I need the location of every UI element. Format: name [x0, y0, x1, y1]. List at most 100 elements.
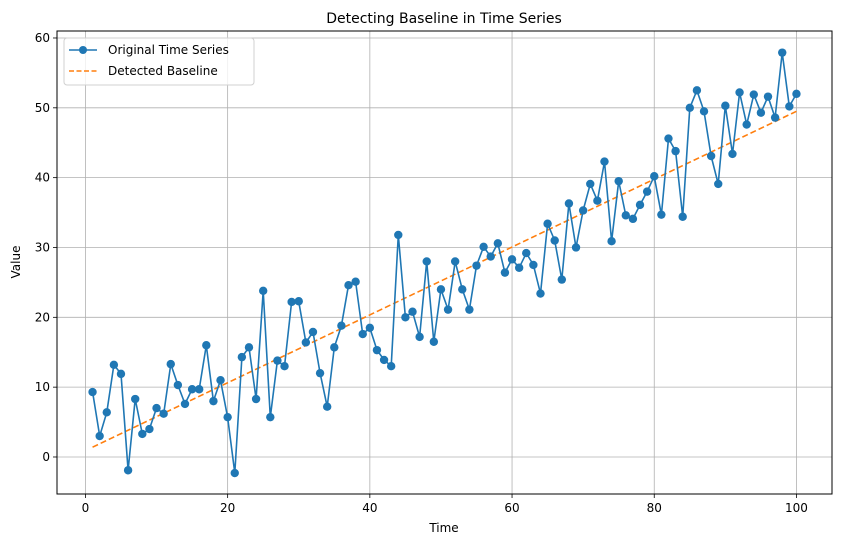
data-point-marker [685, 103, 694, 113]
data-point-marker [209, 396, 218, 406]
data-point-marker [507, 255, 517, 264]
data-point-marker [315, 368, 325, 378]
grid-lines [57, 31, 832, 494]
legend-marker-icon [79, 46, 87, 54]
data-point-marker [266, 412, 275, 422]
data-point-marker [337, 321, 346, 330]
data-point-marker [728, 149, 737, 159]
x-tick-label: 20 [220, 501, 235, 515]
data-point-marker [614, 176, 623, 186]
data-point-marker [131, 394, 140, 404]
data-point-marker [628, 214, 638, 224]
data-point-marker [379, 355, 389, 365]
data-point-marker [657, 210, 666, 219]
data-point-marker [237, 352, 247, 362]
data-point-marker [564, 199, 574, 208]
data-point-marker [678, 212, 687, 221]
data-point-marker [202, 341, 211, 350]
data-point-marker [721, 101, 730, 110]
data-point-marker [465, 305, 474, 314]
data-point-marker [522, 248, 531, 258]
x-tick-label: 100 [785, 501, 808, 515]
data-point-marker [95, 431, 104, 441]
data-point-marker [621, 211, 631, 220]
x-axis-ticks: 0 20 40 60 80 100 [82, 494, 808, 515]
data-point-marker [458, 285, 467, 294]
data-point-marker [280, 362, 289, 371]
time-series [88, 48, 801, 478]
data-point-marker [443, 305, 453, 314]
data-point-marker [372, 345, 382, 355]
legend-label: Original Time Series [108, 43, 229, 57]
data-point-marker [102, 408, 111, 417]
legend-item-baseline: Detected Baseline [69, 64, 218, 78]
data-point-marker [145, 424, 154, 434]
data-point-marker [251, 394, 261, 404]
data-point-marker [593, 196, 602, 205]
y-tick-label: 20 [35, 310, 50, 324]
data-point-marker [479, 242, 488, 251]
data-point-marker [529, 260, 538, 270]
data-point-marker [500, 268, 510, 277]
data-point-marker [486, 252, 495, 261]
y-tick-label: 60 [35, 31, 50, 45]
data-point-marker [536, 289, 545, 298]
data-point-marker [195, 385, 204, 394]
data-point-marker [429, 337, 439, 346]
x-tick-label: 40 [362, 501, 377, 515]
data-point-marker [699, 107, 709, 116]
data-point-marker [223, 412, 232, 422]
plot-frame [56, 30, 833, 495]
data-point-marker [792, 89, 801, 99]
data-point-marker [358, 329, 367, 339]
data-point-marker [635, 200, 645, 210]
data-point-marker [322, 402, 332, 411]
data-point-marker [642, 187, 652, 196]
data-point-marker [109, 360, 119, 370]
data-point-marker [714, 179, 723, 189]
data-point-marker [493, 239, 503, 248]
data-point-marker [216, 375, 225, 385]
x-axis-label: Time [428, 521, 458, 535]
data-point-marker [180, 399, 190, 409]
data-point-marker [692, 86, 702, 95]
data-point-marker [308, 327, 318, 337]
data-point-marker [394, 230, 403, 240]
chart-title: Detecting Baseline in Time Series [326, 11, 562, 27]
data-point-marker [671, 146, 680, 156]
data-point-marker [116, 369, 126, 379]
data-point-marker [415, 332, 424, 342]
y-tick-label: 50 [35, 101, 50, 115]
data-point-marker [351, 277, 360, 286]
data-point-marker [550, 236, 559, 245]
data-point-marker [756, 108, 766, 117]
data-point-marker [785, 102, 794, 111]
data-point-marker [294, 297, 303, 306]
data-point-marker [557, 275, 567, 284]
y-axis-ticks: 0 10 20 30 40 50 60 [35, 31, 57, 464]
data-point-marker [436, 285, 446, 294]
data-point-marker [650, 172, 659, 181]
data-point-marker [230, 468, 239, 478]
legend: Original Time Series Detected Baseline [63, 37, 255, 86]
baseline-line [92, 110, 797, 448]
legend-label: Detected Baseline [108, 64, 218, 78]
data-point-marker [607, 237, 616, 246]
y-tick-label: 10 [35, 380, 50, 394]
data-point-marker [301, 338, 311, 347]
x-tick-label: 80 [647, 501, 662, 515]
data-point-marker [386, 362, 396, 371]
data-point-marker [749, 90, 758, 99]
data-point-marker [365, 323, 375, 332]
data-point-marker [422, 257, 431, 266]
data-point-marker [742, 120, 751, 129]
data-point-marker [401, 313, 410, 322]
data-point-marker [287, 297, 296, 307]
y-tick-label: 30 [35, 240, 50, 254]
data-point-marker [778, 48, 787, 57]
data-point-marker [166, 359, 175, 369]
data-point-marker [88, 387, 97, 397]
data-point-marker [450, 257, 460, 266]
data-point-marker [138, 429, 147, 439]
data-point-marker [543, 219, 552, 228]
